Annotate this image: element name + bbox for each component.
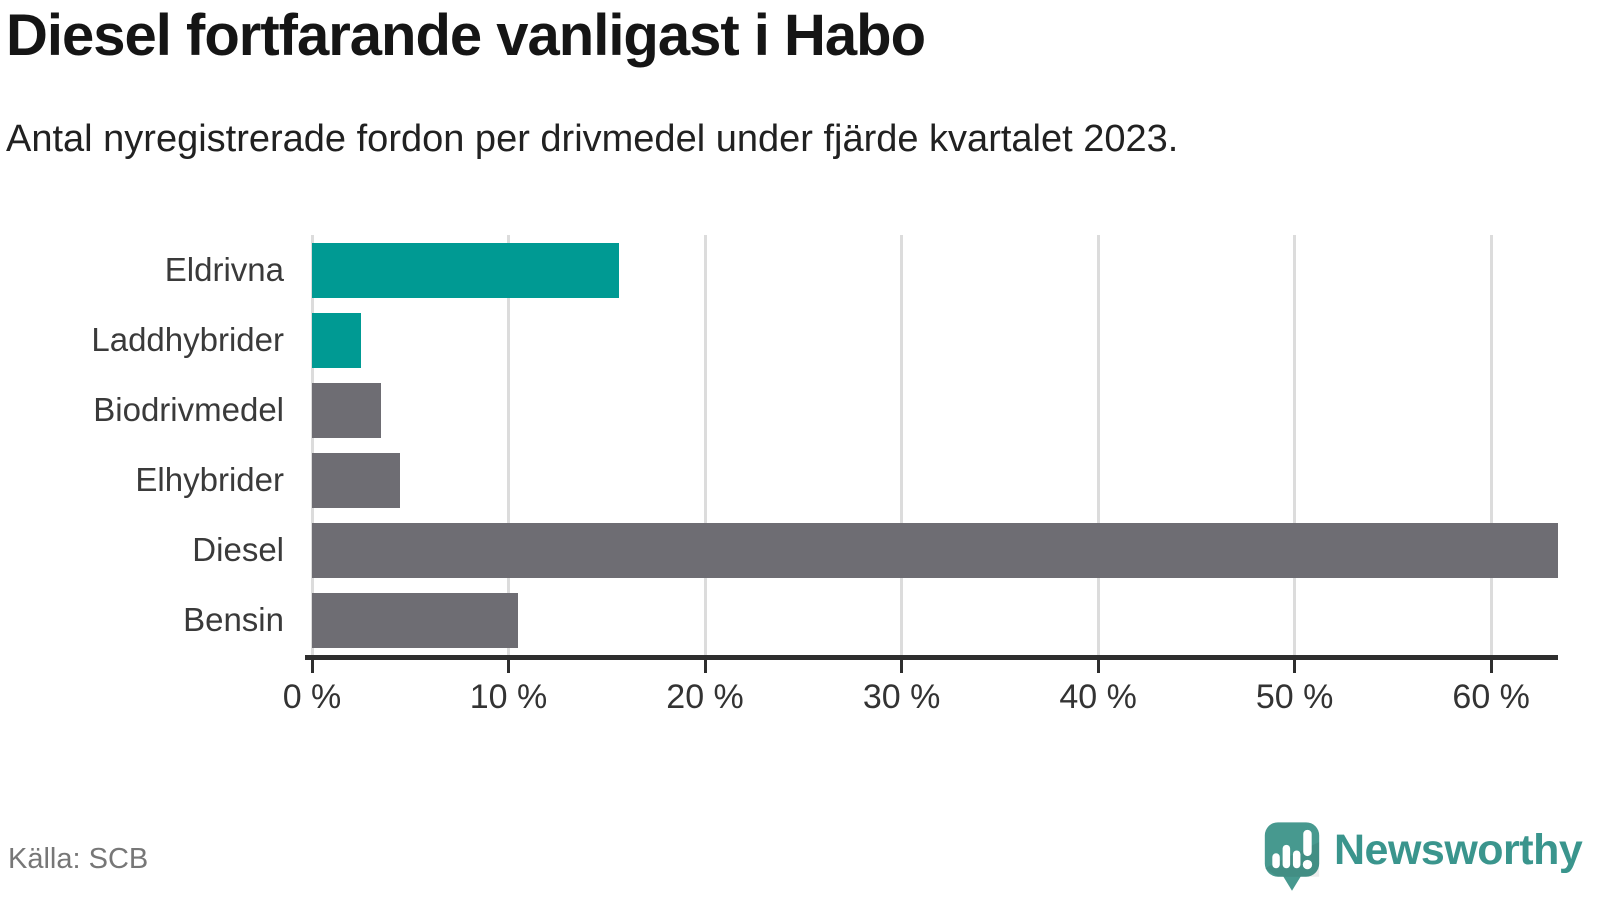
axis-tick-20 bbox=[703, 658, 707, 673]
category-label-bensin: Bensin bbox=[183, 601, 284, 638]
axis-tick-label-50: 50 % bbox=[1255, 678, 1334, 716]
axis-tick-label-40: 40 % bbox=[1059, 678, 1137, 716]
x-axis-line bbox=[305, 655, 1558, 660]
axis-tick-50 bbox=[1293, 658, 1297, 673]
category-label-diesel: Diesel bbox=[192, 531, 284, 568]
axis-tick-10 bbox=[507, 658, 511, 673]
gridline-0 bbox=[310, 235, 314, 655]
gridline-10 bbox=[507, 235, 511, 655]
brand-name: Newsworthy bbox=[1334, 826, 1583, 874]
axis-tick-0 bbox=[310, 658, 314, 673]
chart-subtitle: Antal nyregistrerade fordon per drivmede… bbox=[6, 118, 1179, 160]
gridline-20 bbox=[703, 235, 707, 655]
chart-title: Diesel fortfarande vanligast i Habo bbox=[6, 3, 926, 68]
axis-tick-40 bbox=[1096, 658, 1100, 673]
bar-laddhybrider bbox=[312, 312, 362, 368]
gridline-40 bbox=[1096, 235, 1100, 655]
axis-tick-label-30: 30 % bbox=[862, 678, 941, 716]
gridline-60 bbox=[1489, 235, 1493, 655]
gridline-50 bbox=[1293, 235, 1297, 655]
source-caption: Källa: SCB bbox=[8, 843, 149, 875]
axis-tick-label-20: 20 % bbox=[666, 678, 744, 716]
axis-tick-label-10: 10 % bbox=[469, 678, 548, 716]
brand-lockup: Newsworthy bbox=[1262, 818, 1583, 896]
category-label-eldrivna: Eldrivna bbox=[164, 251, 284, 288]
axis-tick-label-60: 60 % bbox=[1452, 678, 1530, 716]
bar-elhybrider bbox=[312, 452, 401, 508]
axis-tick-60 bbox=[1489, 658, 1493, 673]
bar-diesel bbox=[312, 522, 1558, 578]
axis-tick-label-0: 0 % bbox=[282, 678, 342, 716]
category-label-biodrivmedel: Biodrivmedel bbox=[93, 391, 284, 428]
gridline-30 bbox=[900, 235, 904, 655]
category-label-elhybrider: Elhybrider bbox=[135, 461, 284, 498]
bar-biodrivmedel bbox=[312, 382, 381, 438]
newsworthy-logo-icon bbox=[1264, 822, 1320, 891]
bar-eldrivna bbox=[312, 242, 619, 298]
axis-tick-30 bbox=[900, 658, 904, 673]
bar-bensin bbox=[312, 592, 519, 648]
plot-area bbox=[310, 235, 1558, 655]
category-label-laddhybrider: Laddhybrider bbox=[91, 321, 284, 358]
